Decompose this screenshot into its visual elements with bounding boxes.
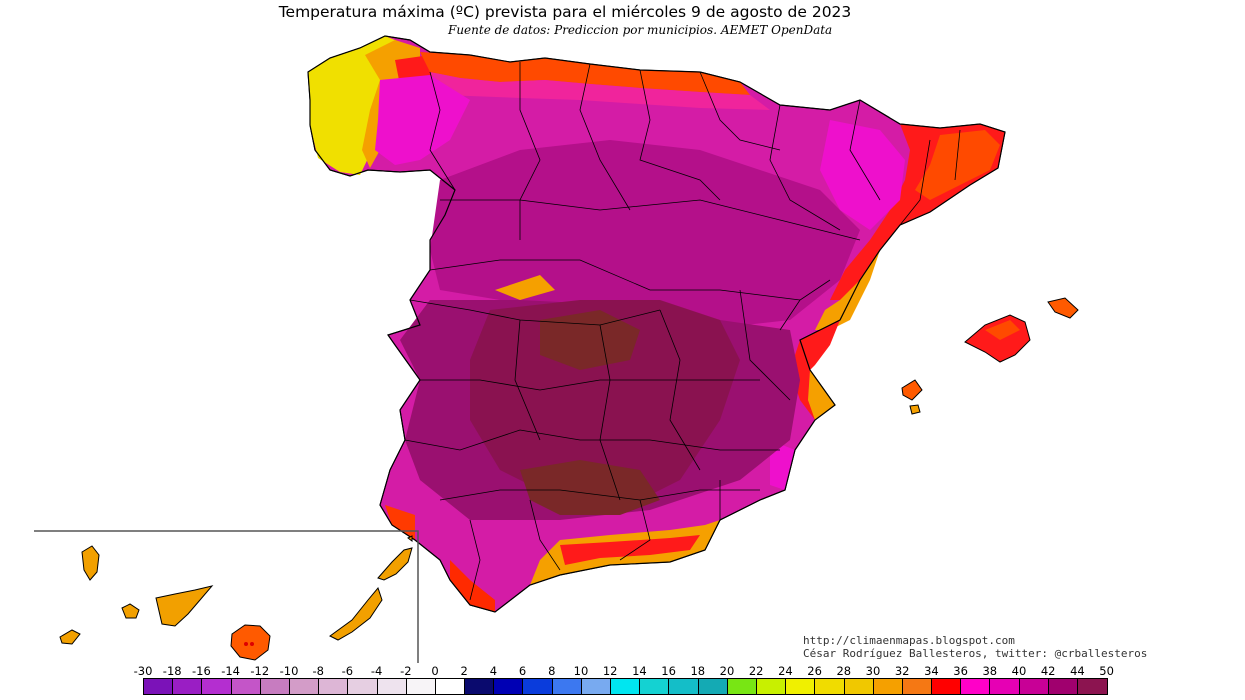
legend-swatch (348, 679, 378, 694)
legend-tick: 34 (924, 664, 939, 678)
legend-tick: -6 (341, 664, 354, 678)
legend-tick: 50 (1099, 664, 1114, 678)
legend-swatch (202, 679, 232, 694)
legend-swatch (990, 679, 1020, 694)
legend-swatch (581, 679, 611, 694)
legend-swatch (669, 679, 699, 694)
legend-swatch (289, 679, 320, 694)
blog-credit: http://climaenmapas.blogspot.com (803, 634, 1015, 647)
legend-tick: 8 (548, 664, 556, 678)
legend-tick: 16 (661, 664, 676, 678)
legend-tick: 36 (953, 664, 968, 678)
canary-islands-inset (34, 530, 419, 663)
legend-tick: 32 (894, 664, 910, 678)
legend-tick: 22 (748, 664, 764, 678)
legend-swatch (786, 679, 816, 694)
legend-tick: 2 (460, 664, 468, 678)
legend-swatch (1078, 679, 1108, 694)
peninsula-region (307, 35, 1006, 613)
legend-swatch (844, 679, 874, 694)
legend-tick: 14 (632, 664, 647, 678)
legend-tick: 20 (719, 664, 735, 678)
legend-swatch (406, 679, 436, 694)
legend-swatch (465, 679, 495, 694)
legend-tick: 12 (602, 664, 618, 678)
legend-swatch (377, 679, 407, 694)
legend-swatch (756, 679, 787, 694)
legend-swatch (523, 679, 553, 694)
legend-tick: 26 (807, 664, 822, 678)
legend-swatch (1019, 679, 1049, 694)
legend-tick: 24 (778, 664, 793, 678)
legend-tick: 6 (518, 664, 527, 678)
legend-swatch (173, 679, 203, 694)
legend-tick: 10 (573, 664, 589, 678)
legend-colorbar (143, 678, 1109, 695)
legend-tick: 44 (1070, 664, 1085, 678)
legend-tick: -14 (221, 664, 240, 678)
legend-tick: 18 (690, 664, 706, 678)
legend-tick: 38 (982, 664, 998, 678)
legend-swatch (932, 679, 962, 694)
legend-swatch (611, 679, 641, 694)
legend-swatch (231, 679, 261, 694)
legend-swatch (144, 679, 174, 694)
legend-tick: 4 (489, 664, 498, 678)
legend-swatch (494, 679, 524, 694)
legend-tick: -4 (370, 664, 383, 678)
balearic-islands (901, 297, 1079, 415)
legend-swatch (873, 679, 903, 694)
legend-tick: 42 (1040, 664, 1056, 678)
legend-tick: -18 (162, 664, 182, 678)
legend-tick: 40 (1011, 664, 1027, 678)
province-borders (404, 62, 961, 601)
legend-tick: -16 (191, 664, 211, 678)
map-title: Temperatura máxima (ºC) prevista para el… (278, 3, 852, 21)
legend-tick: 0 (431, 664, 439, 678)
legend-swatch (815, 679, 845, 694)
legend-swatch (260, 679, 290, 694)
legend-swatch (902, 679, 933, 694)
legend-swatch (727, 679, 757, 694)
legend-swatch (435, 679, 466, 694)
legend-swatch (698, 679, 728, 694)
legend-tick: -2 (400, 664, 412, 678)
legend-tick: -12 (250, 664, 270, 678)
legend-swatch (1048, 679, 1078, 694)
legend-tick: -8 (312, 664, 324, 678)
legend-swatch (961, 679, 991, 694)
legend-tick: 30 (865, 664, 881, 678)
legend-ticks: -30 -18 -16 -14 -12 -10 -8 -6 -4 -2 0 2 4 6 8 10 12 14 16 1… (0, 664, 1245, 678)
legend-swatch (640, 679, 670, 694)
legend-swatch (552, 679, 582, 694)
legend-tick: -10 (279, 664, 299, 678)
legend-tick: 28 (836, 664, 852, 678)
legend-swatch (319, 679, 349, 694)
author-credit: César Rodríguez Ballesteros, twitter: @c… (803, 647, 1148, 660)
legend-tick: -30 (133, 664, 153, 678)
